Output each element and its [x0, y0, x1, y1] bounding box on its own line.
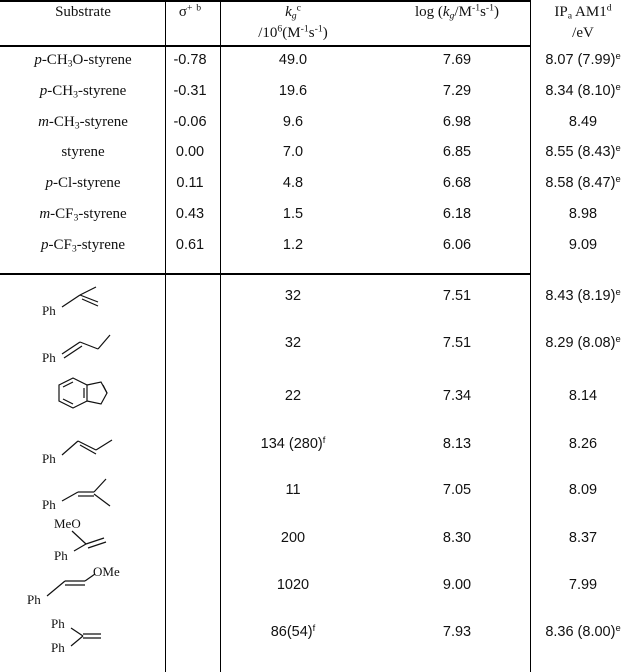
kg-value: 4.8	[282, 175, 304, 191]
log-value: 7.05	[442, 482, 472, 498]
log-value: 7.51	[442, 288, 472, 304]
ip-value: 8.36 (8.00)e	[545, 621, 621, 640]
svg-text:OMe: OMe	[93, 564, 120, 579]
ip-value: 8.58 (8.47)e	[545, 172, 621, 191]
ip-value: 8.26	[568, 436, 598, 452]
column-rule-3	[530, 0, 531, 672]
substrate-name: p-CH3-styrene	[39, 83, 127, 101]
structure-beta-methoxystyrene: Ph OMe	[27, 564, 120, 607]
log-value: 6.98	[442, 114, 472, 130]
ip-value: 8.29 (8.08)e	[545, 332, 621, 351]
section-divider-rule	[0, 273, 530, 275]
kg-value: 11	[285, 482, 301, 498]
ip-value: 8.98	[568, 206, 598, 222]
structure-indene	[58, 377, 108, 409]
kg-value: 32	[284, 288, 302, 304]
log-value: 6.06	[442, 237, 472, 253]
kg-value: 86(54)f	[270, 621, 316, 640]
structure-diphenylethylene: Ph Ph	[51, 616, 101, 655]
column-rule-2	[220, 0, 221, 672]
ip-value: 8.34 (8.10)e	[545, 80, 621, 99]
substrate-name: p-CH3O-styrene	[34, 52, 132, 70]
log-value: 8.30	[442, 530, 472, 546]
structure-trimethyl-ethene: Ph	[42, 478, 111, 512]
column-rule-1	[165, 0, 166, 672]
structure-alpha-methoxystyrene: MeO Ph	[54, 516, 107, 563]
kg-value: 22	[284, 388, 302, 404]
sigma-value: -0.06	[173, 114, 207, 130]
ip-value: 9.09	[568, 237, 598, 253]
sigma-value: -0.78	[173, 52, 207, 68]
ip-value: 7.99	[568, 577, 598, 593]
header-bottom-rule	[0, 45, 530, 47]
substrate-name: p-Cl-styrene	[45, 175, 121, 191]
header-ip: IPa AM1d	[554, 2, 612, 22]
substrate-name: m-CH3-styrene	[38, 114, 128, 132]
ip-value: 8.49	[568, 114, 598, 130]
substrate-name: styrene	[61, 144, 105, 160]
kg-value: 19.6	[278, 83, 308, 99]
log-value: 6.18	[442, 206, 472, 222]
ip-value: 8.07 (7.99)e	[545, 49, 621, 68]
log-value: 7.34	[442, 388, 472, 404]
ip-value: 8.09	[568, 482, 598, 498]
header-sigma: σ+ b	[178, 2, 202, 20]
kg-value: 49.0	[278, 52, 308, 68]
ip-value: 8.37	[568, 530, 598, 546]
svg-text:Ph: Ph	[42, 303, 56, 318]
kg-value: 134 (280)f	[260, 433, 326, 452]
substrate-name: m-CF3-styrene	[39, 206, 127, 224]
sigma-value: -0.31	[173, 83, 207, 99]
header-kg-unit: /106(M-1s-1)	[258, 23, 328, 41]
ip-value: 8.14	[568, 388, 598, 404]
sigma-value: 0.61	[175, 237, 205, 253]
kg-value: 1.2	[282, 237, 304, 253]
header-kg: kgc	[285, 2, 301, 22]
ip-value: 8.43 (8.19)e	[545, 285, 621, 304]
svg-text:Ph: Ph	[27, 592, 41, 607]
svg-text:Ph: Ph	[54, 548, 68, 563]
log-value: 6.68	[442, 175, 472, 191]
table-top-rule	[0, 0, 530, 2]
svg-text:Ph: Ph	[42, 497, 56, 512]
sigma-value: 0.11	[176, 175, 204, 191]
log-value: 7.93	[442, 624, 472, 640]
kg-value: 1020	[276, 577, 310, 593]
kg-value: 9.6	[282, 114, 304, 130]
svg-text:MeO: MeO	[54, 516, 81, 531]
kg-value: 7.0	[282, 144, 304, 160]
sigma-value: 0.00	[175, 144, 205, 160]
kg-value: 1.5	[282, 206, 304, 222]
svg-text:Ph: Ph	[51, 616, 65, 631]
kg-value: 200	[280, 530, 306, 546]
log-value: 6.85	[442, 144, 472, 160]
svg-text:Ph: Ph	[42, 350, 56, 365]
log-value: 7.69	[442, 52, 472, 68]
header-substrate: Substrate	[55, 4, 111, 20]
kg-value: 32	[284, 335, 302, 351]
structure-beta-methylstyrene: Ph	[42, 334, 111, 365]
header-ip-unit: /eV	[572, 25, 594, 41]
log-value: 9.00	[442, 577, 472, 593]
log-value: 8.13	[442, 436, 472, 452]
log-value: 7.51	[442, 335, 472, 351]
header-log: log (kg/M-1s-1)	[414, 2, 500, 22]
svg-text:Ph: Ph	[42, 451, 56, 466]
substrate-name: p-CF3-styrene	[40, 237, 126, 255]
ip-value: 8.55 (8.43)e	[545, 141, 621, 160]
svg-text:Ph: Ph	[51, 640, 65, 655]
sigma-value: 0.43	[175, 206, 205, 222]
log-value: 7.29	[442, 83, 472, 99]
structure-alpha-methylstyrene: Ph	[42, 286, 99, 318]
structure-dimethylstyrene: Ph	[42, 439, 113, 466]
